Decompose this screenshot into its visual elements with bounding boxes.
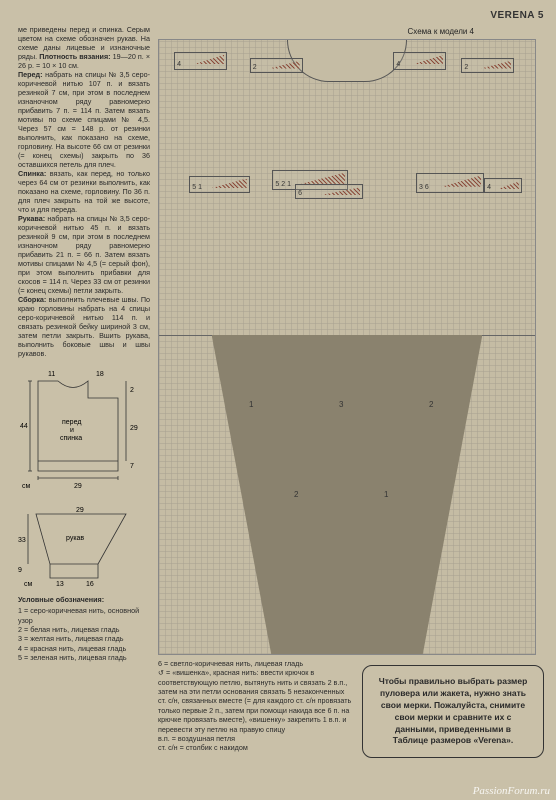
schematic-front: 11 18 2 29 44 29 7 см перед и спинка [18,366,150,496]
svg-text:29: 29 [130,425,138,432]
svg-text:7: 7 [130,463,134,470]
front-text: набрать на спицы № 3,5 серо-коричневой н… [18,70,150,169]
chart-area: Схема к модели 4 42425 15 2 163 6412312 … [158,25,544,758]
knitting-chart: 42425 15 2 163 6412312 [158,39,536,655]
svg-text:спинка: спинка [60,435,82,442]
svg-text:перед: перед [62,419,81,426]
legend-item: 1 = серо-коричневая нить, основной узор [18,606,150,625]
assembly-label: Сборка: [18,295,46,304]
legend-block: Условные обозначения: 1 = серо-коричнева… [18,595,150,663]
sleeve-overlay [212,335,483,654]
svg-text:см: см [24,581,33,588]
svg-text:рукав: рукав [66,535,84,542]
svg-text:11: 11 [48,371,55,378]
svg-text:44: 44 [20,423,28,430]
svg-text:см: см [22,483,31,490]
chart-motif: 4 [174,52,227,70]
svg-text:13: 13 [56,581,64,588]
chart-motif: 4 [393,52,446,70]
legend-item: ↺ = «вишенка», красная нить: ввести крюч… [158,668,352,734]
neckline-shape [287,40,407,82]
assembly-text: выполнить плечевые швы. По краю горловин… [18,295,150,358]
svg-text:33: 33 [18,537,26,544]
page-header: VERENA 5 [18,10,544,21]
legend-item: ст. с/н = столбик с накидом [158,743,352,752]
legend-item: 3 = желтая нить, лицевая гладь [18,634,150,643]
svg-text:2: 2 [130,387,134,394]
legend-item: 2 = белая нить, лицевая гладь [18,625,150,634]
chart-number: 1 [384,490,388,499]
density-label: Плотность вязания: [39,52,110,61]
chart-number: 1 [249,400,253,409]
instructions-text: ме приведены перед и спинка. Серым цвето… [18,25,150,358]
legend-title: Условные обозначения: [18,595,150,604]
sleeve-label: Рукава: [18,214,45,223]
chart-motif: 6 [295,184,363,199]
chart-number: 3 [339,400,343,409]
chart-number: 2 [429,400,433,409]
legend-right: 6 = светло-коричневая нить, лицевая глад… [158,659,352,758]
svg-text:и: и [70,427,74,434]
schematic-sleeve: 29 33 9 13 16 см рукав [18,504,150,589]
svg-text:18: 18 [96,371,104,378]
front-label: Перед: [18,70,43,79]
chart-number: 2 [294,490,298,499]
chart-motif: 3 6 [416,173,484,194]
svg-text:29: 29 [76,507,84,514]
svg-text:29: 29 [74,483,82,490]
chart-motif: 2 [461,58,514,73]
chart-motif: 5 1 [189,176,249,194]
watermark: PassionForum.ru [473,785,550,797]
legend-item: 4 = красная нить, лицевая гладь [18,644,150,653]
sleeve-text: набрать на спицы № 3,5 серо-коричневой н… [18,214,150,295]
legend-item: 5 = зеленая нить, лицевая гладь [18,653,150,662]
back-label: Спинка: [18,169,46,178]
chart-motif: 4 [484,178,522,193]
chart-title: Схема к модели 4 [408,27,474,36]
chart-motif: 2 [250,58,303,73]
svg-text:9: 9 [18,567,22,574]
size-note-box: Чтобы правильно выбрать размер пуловера … [362,665,544,758]
legend-item: 6 = светло-коричневая нить, лицевая глад… [158,659,352,668]
legend-item: в.п. = воздушная петля [158,734,352,743]
svg-text:16: 16 [86,581,94,588]
